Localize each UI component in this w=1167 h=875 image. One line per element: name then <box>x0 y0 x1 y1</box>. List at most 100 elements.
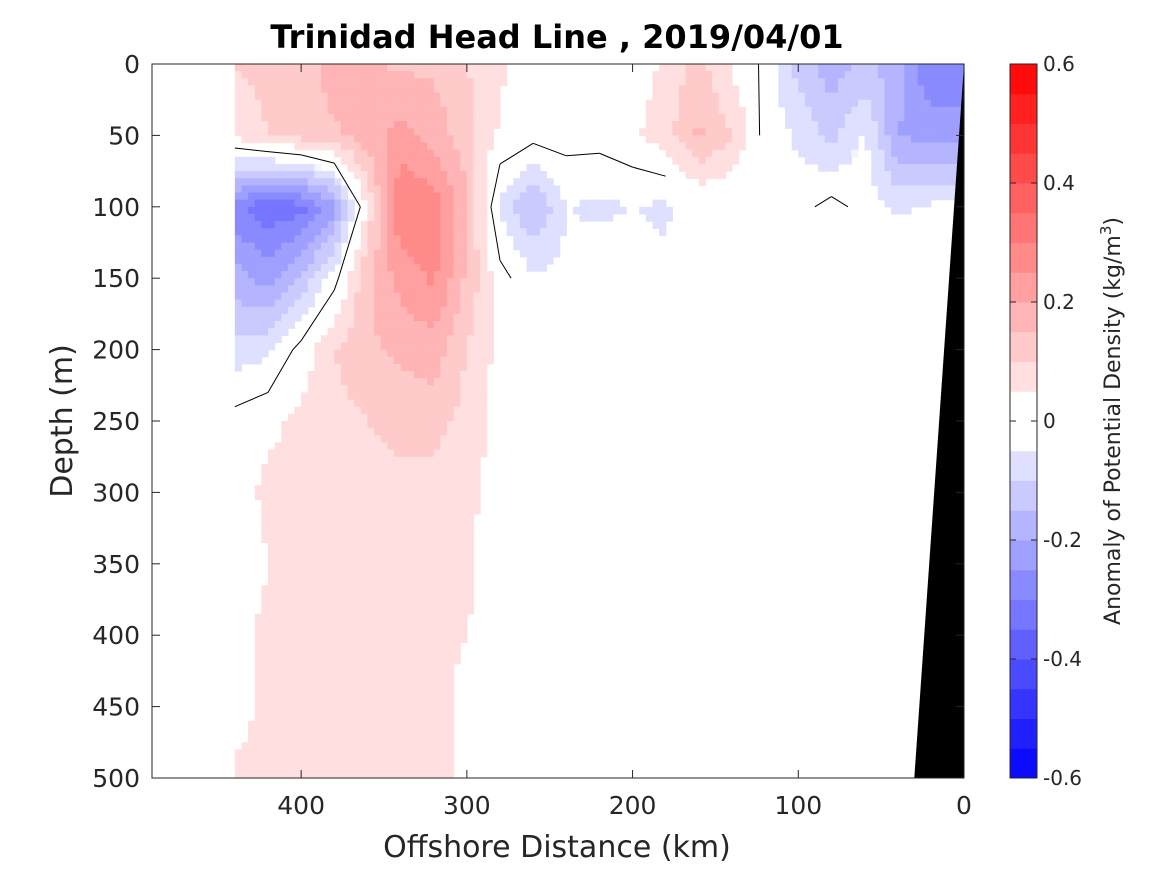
field-cell <box>473 478 481 486</box>
field-cell <box>891 71 899 79</box>
field-cell <box>480 121 488 129</box>
field-cell <box>340 678 349 686</box>
field-cell <box>301 585 309 593</box>
contour-segment <box>499 142 534 165</box>
field-cell <box>274 163 282 172</box>
field-cell <box>307 242 315 251</box>
field-cell <box>692 92 700 101</box>
field-cell <box>473 413 481 422</box>
field-cell <box>433 449 441 458</box>
field-cell <box>254 335 262 344</box>
field-cell <box>433 513 441 522</box>
field-cell <box>380 556 388 565</box>
field-cell <box>453 570 461 579</box>
field-cell <box>314 606 322 615</box>
field-cell <box>294 206 302 215</box>
field-cell <box>307 585 315 593</box>
field-cell <box>453 306 461 315</box>
field-cell <box>274 178 282 186</box>
field-cell <box>460 335 468 344</box>
field-cell <box>340 592 349 601</box>
field-cell <box>453 64 461 72</box>
field-cell <box>420 585 428 593</box>
field-cell <box>891 199 899 208</box>
field-cell <box>321 499 329 508</box>
field-cell <box>480 335 488 344</box>
field-cell <box>539 213 547 222</box>
field-cell <box>314 642 322 651</box>
field-cell <box>314 235 322 244</box>
field-cell <box>387 585 395 593</box>
field-cell <box>559 206 567 215</box>
field-cell <box>261 242 269 251</box>
field-cell <box>884 121 892 129</box>
field-cell <box>268 756 276 765</box>
field-cell <box>327 649 335 658</box>
field-cell <box>321 742 329 751</box>
field-cell <box>427 549 435 558</box>
field-cell <box>234 756 243 765</box>
field-cell <box>347 642 355 651</box>
field-cell <box>930 192 939 201</box>
field-cell <box>254 206 262 215</box>
field-cell <box>347 206 355 215</box>
field-cell <box>413 335 422 344</box>
field-cell <box>831 135 839 144</box>
field-cell <box>453 463 461 472</box>
field-cell <box>413 92 422 101</box>
field-cell <box>367 728 375 736</box>
field-cell <box>254 492 262 501</box>
field-cell <box>937 178 945 186</box>
field-cell <box>513 213 521 222</box>
field-cell <box>400 135 408 144</box>
field-cell <box>791 113 799 122</box>
field-cell <box>354 642 362 651</box>
field-cell <box>334 242 342 251</box>
field-cell <box>672 135 680 144</box>
field-cell <box>400 742 408 751</box>
field-cell <box>393 485 402 493</box>
field-cell <box>374 78 382 87</box>
field-cell <box>433 235 441 244</box>
field-cell <box>234 206 243 215</box>
field-cell <box>407 449 415 458</box>
field-cell <box>420 642 428 651</box>
field-cell <box>360 478 369 486</box>
field-cell <box>334 706 342 715</box>
field-cell <box>340 378 349 386</box>
field-cell <box>261 685 269 693</box>
field-cell <box>460 470 468 479</box>
field-cell <box>884 171 892 179</box>
field-cell <box>380 242 388 251</box>
field-cell <box>738 121 746 129</box>
field-cell <box>407 742 415 751</box>
field-cell <box>354 620 362 629</box>
field-cell <box>413 649 422 658</box>
field-cell <box>884 185 892 194</box>
field-cell <box>281 628 289 636</box>
field-cell <box>393 142 402 151</box>
field-cell <box>659 85 667 94</box>
field-cell <box>347 349 355 358</box>
field-cell <box>367 392 375 401</box>
field-cell <box>785 78 793 87</box>
field-cell <box>453 421 461 429</box>
field-cell <box>261 470 269 479</box>
field-cell <box>393 371 402 379</box>
field-cell <box>917 163 925 172</box>
field-cell <box>281 249 289 258</box>
field-cell <box>937 71 945 79</box>
field-cell <box>287 678 296 686</box>
field-cell <box>897 142 905 151</box>
field-cell <box>393 720 402 729</box>
field-cell <box>327 613 335 622</box>
field-cell <box>393 728 402 736</box>
field-cell <box>294 578 302 586</box>
field-cell <box>420 428 428 436</box>
field-cell <box>466 449 475 458</box>
field-cell <box>427 385 435 394</box>
field-cell <box>354 520 362 529</box>
field-cell <box>241 328 249 336</box>
field-cell <box>367 78 375 87</box>
field-cell <box>440 371 448 379</box>
